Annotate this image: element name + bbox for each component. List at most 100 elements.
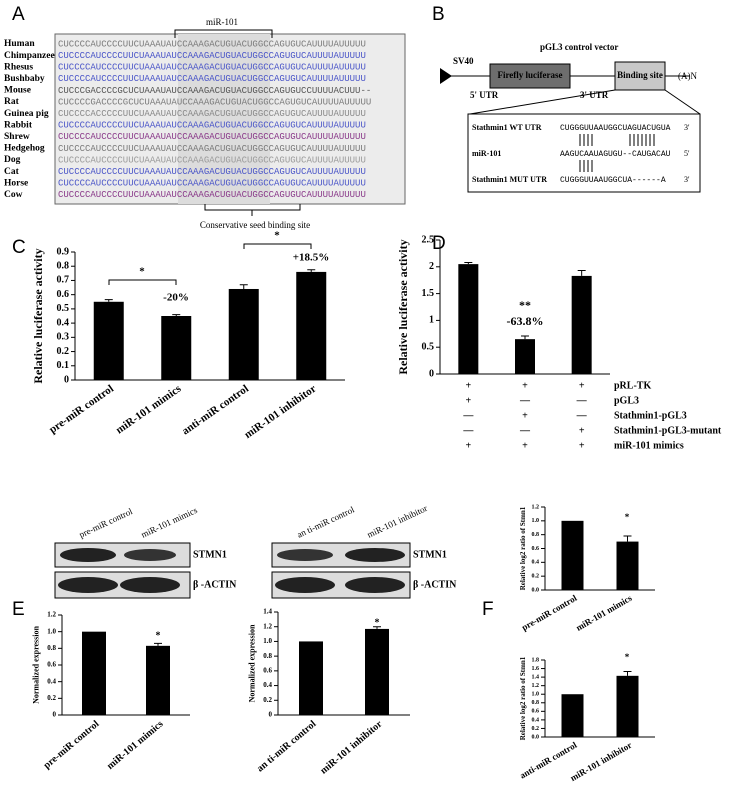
panel-label: E — [12, 599, 25, 620]
y-tick-label: 1.6 — [532, 666, 540, 672]
sequence: CUCCCCAUCCCCUUCUAAAUAUCCAAAGACUGUACUGGCC… — [58, 155, 366, 165]
species: Cat — [4, 167, 20, 177]
condition-mark: + — [522, 380, 528, 391]
bar — [146, 645, 170, 715]
x-tick-label: miR-101 mimics — [114, 382, 184, 436]
bar — [365, 628, 389, 715]
y-tick-label: 0.6 — [532, 709, 540, 715]
condition-mark: + — [465, 380, 471, 391]
y-tick-label: 0.8 — [532, 700, 540, 706]
x-tick-label: miR-101 inhibitor — [318, 718, 384, 776]
species: Shrew — [4, 132, 30, 142]
sequence: CUCCCCAUCCCCUUCUAAAUAUCCAAAGACUGUACUGGCC… — [58, 144, 366, 154]
y-tick-label: 0.5 — [422, 341, 435, 352]
y-tick-label: 0.4 — [47, 677, 56, 685]
species: Rhesus — [4, 62, 33, 72]
sequence: CUCCCCAUCCCCUUCUAAAUAUCCAAAGACUGUACUGGCC… — [58, 179, 366, 189]
pair-bars — [579, 134, 655, 172]
bar — [228, 288, 259, 380]
promoter-arrow — [440, 68, 452, 84]
y-tick-label: 0.5 — [57, 303, 70, 314]
species: Horse — [4, 178, 28, 188]
y-tick-label: 1.4 — [263, 608, 272, 616]
seed-bracket — [204, 204, 301, 216]
zoom-line — [664, 89, 701, 115]
site-label: Binding site — [617, 70, 663, 80]
x-tick-label: pre-miR control — [47, 383, 116, 436]
condition-label: Stathmin1-pGL3-mutant — [614, 425, 722, 436]
y-tick-label: 0.7 — [57, 275, 70, 286]
error-bar — [239, 284, 248, 289]
blot-row: STMN1 — [413, 549, 447, 560]
pair-label: Stathmin1 MUT UTR — [472, 175, 547, 184]
annotation: -63.8% — [507, 314, 544, 328]
y-tick-label: 0.2 — [263, 696, 272, 704]
condition-label: miR-101 mimics — [614, 440, 684, 451]
y-tick-label: 1.0 — [532, 518, 540, 524]
zoom-line — [469, 89, 616, 115]
x-tick-label: pre-miR control — [42, 718, 102, 771]
x-tick-label: an ti-miR control — [255, 718, 319, 774]
promoter-label: SV40 — [453, 56, 474, 66]
blot-column: miR-101 inhibitor — [365, 503, 428, 540]
y-tick-label: 2.5 — [422, 234, 435, 245]
vector-title: pGL3 control vector — [540, 42, 618, 52]
species: Rat — [4, 97, 20, 107]
x-tick-label: miR-101 mimics — [574, 593, 634, 633]
bar — [93, 301, 124, 380]
y-tick-label: 1.4 — [532, 674, 540, 680]
condition-mark: + — [465, 440, 471, 451]
blot-column: an ti-miR control — [295, 504, 356, 539]
blot-row: β -ACTIN — [193, 579, 237, 590]
y-tick-label: 0.4 — [532, 560, 540, 566]
y-tick-label: 1.2 — [47, 611, 56, 619]
y-tick-label: 0 — [64, 374, 69, 385]
y-tick-label: 1 — [429, 315, 434, 326]
annotation: +18.5% — [293, 252, 330, 264]
pair-seq: AAGUCAAUAGUGU--CAUGACAU — [560, 150, 671, 159]
sequence: CUCCCCAUCCCCUUCUAAAUAUCCAAAGACUGUACUGGCC… — [58, 121, 366, 131]
pair-end: 3' — [684, 175, 690, 184]
bracket — [243, 243, 312, 249]
utr3-label: 3' UTR — [580, 90, 609, 100]
y-tick-label: 1.8 — [532, 657, 540, 663]
pair-label: Stathmin1 WT UTR — [472, 123, 542, 132]
sequence: CUCCCCAUCCCCUUCUAAAUAUCCAAAGACUGUACUGGCC… — [58, 167, 366, 177]
x-tick-label: miR-101 inhibitor — [242, 383, 318, 441]
y-tick-label: 0 — [269, 711, 273, 719]
y-axis-label: Relative log2 ratio of Stmn1 — [519, 656, 527, 740]
condition-mark: + — [579, 440, 585, 451]
pair-seq: CUGGGUUAAUGGCUA------A — [560, 176, 666, 185]
panel-label: B — [432, 4, 445, 25]
blot-column: pre-miR control — [77, 506, 134, 540]
y-tick-label: 0.8 — [47, 644, 56, 652]
annotation: * — [156, 630, 161, 641]
blot-right — [271, 542, 411, 599]
condition-label: pGL3 — [614, 395, 639, 406]
annotation: * — [274, 230, 280, 242]
y-tick-label: 0.2 — [57, 346, 70, 357]
seed-region — [178, 34, 270, 204]
y-tick-label: 0.6 — [532, 546, 540, 552]
y-tick-label: 0.2 — [47, 694, 56, 702]
bar — [561, 694, 584, 737]
panel-label: F — [482, 599, 494, 620]
condition-mark: + — [522, 410, 528, 421]
y-axis-label: Normalized expression — [32, 626, 41, 704]
y-tick-label: 0 — [429, 368, 434, 379]
x-tick-label: anti-miR control — [180, 383, 251, 438]
sequence: CUCCCCAUCCCCUUCUAAAUAUCCAAAGACUGUACUGGCC… — [58, 74, 366, 84]
species: Guinea pig — [4, 109, 49, 119]
bar — [458, 264, 479, 374]
annotation: -20% — [163, 292, 189, 304]
annotation: ** — [519, 298, 531, 312]
bar — [561, 520, 584, 590]
condition-mark: + — [579, 380, 585, 391]
species: Dog — [4, 155, 21, 165]
sequence: CUCCCCAUCCCCUUCUAAAUAUCCAAAGACUGUACUGGCC… — [58, 190, 366, 200]
condition-label: Stathmin1-pGL3 — [614, 410, 687, 421]
sequence: CUCCCCAUCCCCUUCUAAAUAUCCAAAGACUGUACUGGCC… — [58, 51, 366, 61]
error-bar — [577, 270, 586, 276]
condition-mark: — — [576, 410, 588, 421]
luciferase-box — [489, 63, 571, 89]
